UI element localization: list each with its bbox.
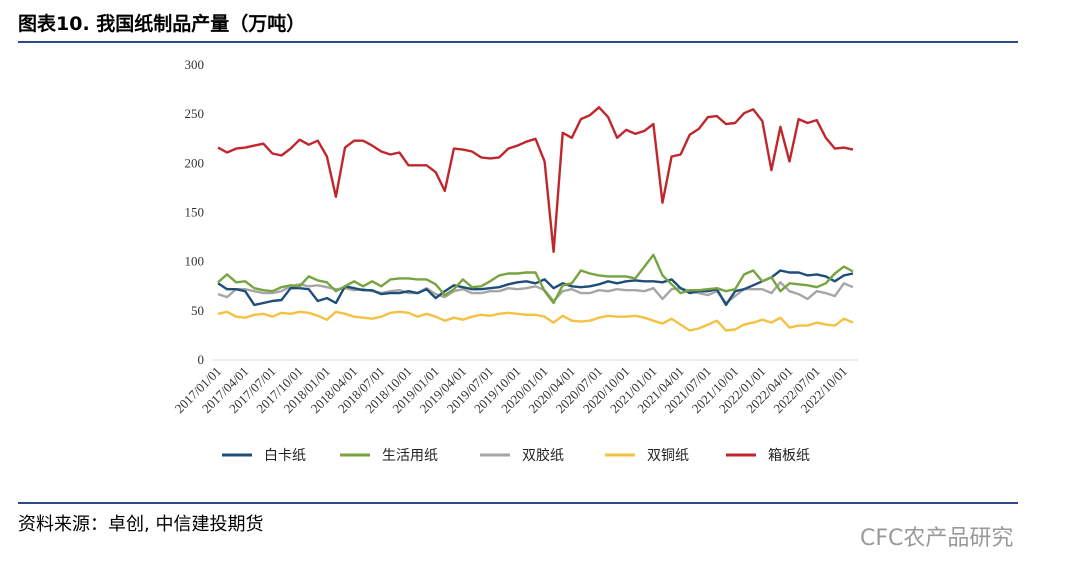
legend-label: 生活用纸 [382, 448, 438, 464]
legend-label: 白卡纸 [264, 448, 306, 464]
series-line [217, 269, 854, 307]
y-tick-label: 100 [185, 254, 205, 269]
y-tick-label: 0 [198, 352, 205, 367]
y-tick-label: 300 [185, 57, 205, 72]
series-line [217, 106, 854, 253]
y-tick-label: 150 [185, 205, 205, 220]
source: 资料来源：卓创, 中信建投期货 [18, 514, 263, 535]
watermark: CFC农产品研究 [860, 526, 1013, 551]
y-tick-label: 200 [185, 155, 205, 170]
legend-label: 双铜纸 [647, 448, 689, 464]
series-line [217, 253, 854, 305]
y-tick-label: 250 [185, 106, 205, 121]
series-line [217, 310, 854, 332]
legend-label: 双胶纸 [522, 447, 564, 464]
chart-title: 图表10. 我国纸制品产量（万吨） [18, 12, 305, 35]
series-line [217, 281, 854, 305]
legend-label: 箱板纸 [768, 448, 810, 464]
y-tick-label: 50 [191, 303, 204, 318]
